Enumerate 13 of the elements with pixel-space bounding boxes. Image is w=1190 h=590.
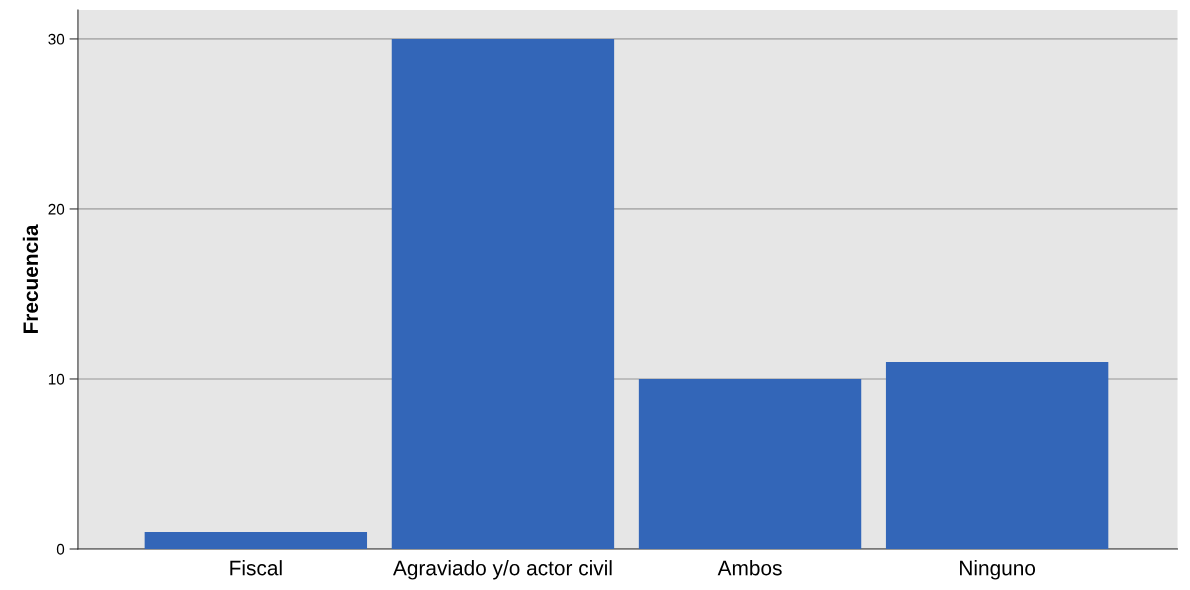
bar (391, 38, 615, 549)
x-tick-label: Fiscal (230, 560, 282, 576)
y-axis-title: Frecuencia (22, 224, 39, 334)
y-tick-label: 30 (48, 33, 65, 45)
x-tick-label: Agraviado y/o actor civil (392, 560, 612, 580)
bar (144, 531, 368, 549)
x-tick-label: Ambos (717, 560, 782, 576)
y-tick-label: 0 (56, 543, 65, 555)
bar (638, 378, 862, 549)
y-tick-label: 10 (48, 373, 65, 385)
bar (885, 361, 1109, 549)
x-tick-label: Ninguno (960, 560, 1036, 580)
y-tick-label: 20 (48, 203, 65, 215)
